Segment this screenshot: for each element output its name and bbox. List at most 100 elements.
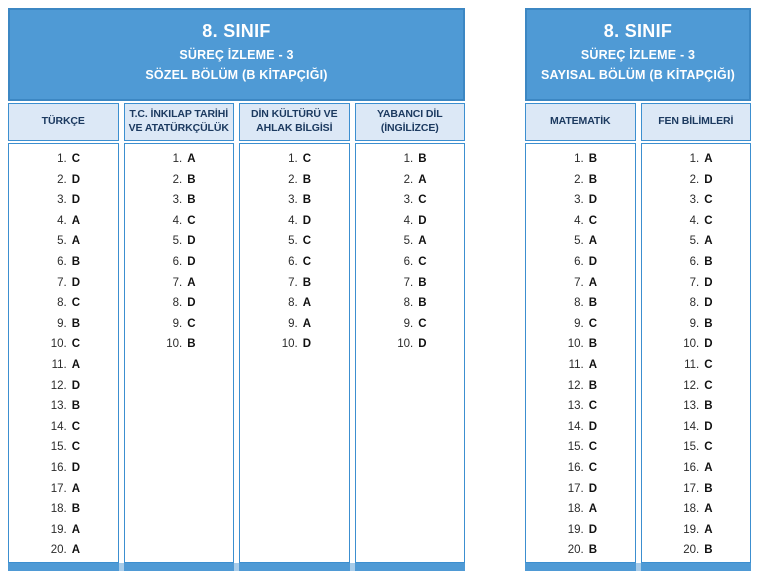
answer-number: 16. (50, 461, 67, 474)
answer-letter: A (418, 173, 427, 186)
answer-letter: A (704, 235, 713, 248)
answer-letter: A (418, 235, 427, 248)
answer-row: 5. A (526, 231, 635, 252)
answer-number: 12. (50, 379, 67, 392)
answer-number: 19. (683, 523, 700, 536)
answer-row: 8. D (125, 293, 234, 314)
answer-letter: C (588, 400, 598, 413)
answer-row: 10. D (240, 334, 349, 355)
answer-grid: TÜRKÇE T.C. İNKILAP TARİHİ VE ATATÜRKÇÜLÜ… (8, 103, 465, 563)
subject-answer-list: 1. A 2. D 3. C 4. C 5. A 6. B 7. D 8. D … (640, 143, 751, 563)
answer-number: 10. (50, 338, 67, 351)
answer-number: 15. (567, 441, 584, 454)
answer-row: 18. A (642, 499, 751, 520)
answer-row: 3. D (9, 190, 118, 211)
answer-number: 5. (689, 235, 700, 248)
answer-number: 4. (57, 214, 67, 227)
answer-row: 6. D (526, 252, 635, 273)
answer-row: 17. A (9, 479, 118, 500)
answer-number: 10. (166, 338, 183, 351)
answer-letter: B (187, 338, 196, 351)
answer-letter: B (588, 153, 598, 165)
answer-row: 19. A (642, 520, 751, 541)
answer-row: 20. B (526, 540, 635, 561)
footer-segment (239, 563, 350, 571)
answer-number: 14. (50, 420, 67, 433)
answer-letter: C (71, 297, 81, 310)
answer-row: 10. B (125, 334, 234, 355)
answer-letter: A (302, 297, 312, 310)
answer-row: 11. A (526, 355, 635, 376)
answer-number: 7. (574, 276, 584, 289)
answer-row: 16. A (642, 458, 751, 479)
panel-subtitle-exam: SÜREÇ İZLEME - 3 (179, 48, 294, 62)
answer-number: 13. (683, 400, 700, 413)
answer-row: 8. A (240, 293, 349, 314)
answer-number: 19. (567, 523, 584, 536)
answer-letter: C (302, 235, 312, 248)
answer-number: 2. (574, 173, 584, 186)
answer-letter: A (71, 482, 81, 495)
answer-letter: C (302, 153, 312, 165)
answer-row: 5. A (642, 231, 751, 252)
subject-answer-list: 1. C 2. D 3. D 4. A 5. A 6. B 7. D 8. C … (8, 143, 119, 563)
answer-number: 3. (288, 194, 298, 207)
answer-row: 7. A (526, 273, 635, 294)
answer-number: 1. (172, 153, 183, 165)
panel-header: 8. SINIF SÜREÇ İZLEME - 3 SAYISAL BÖLÜM … (525, 8, 751, 101)
answer-letter: D (588, 523, 598, 536)
answer-row: 15. C (642, 437, 751, 458)
answer-letter: B (302, 194, 312, 207)
answer-letter: B (71, 255, 81, 268)
answer-row: 1. C (240, 149, 349, 170)
answer-letter: B (418, 276, 427, 289)
answer-letter: B (588, 544, 598, 557)
answer-row: 10. C (9, 334, 118, 355)
answer-number: 4. (574, 214, 584, 227)
answer-number: 10. (683, 338, 700, 351)
answer-row: 9. B (642, 314, 751, 335)
subject-answer-list: 1. A 2. B 3. B 4. C 5. D 6. D 7. A 8. D … (123, 143, 234, 563)
footer-segment (525, 563, 636, 571)
answer-letter: D (71, 276, 81, 289)
answer-letter: C (704, 358, 713, 371)
answer-letter: B (418, 297, 427, 310)
answer-number: 6. (172, 255, 183, 268)
answer-number: 5. (172, 235, 183, 248)
answer-number: 1. (288, 153, 298, 165)
answer-number: 2. (57, 173, 67, 186)
answer-number: 16. (683, 461, 700, 474)
answer-row: 10. D (356, 334, 465, 355)
answer-row: 14. D (642, 417, 751, 438)
answer-row: 17. B (642, 479, 751, 500)
answer-row: 12. B (526, 376, 635, 397)
answer-number: 19. (50, 523, 67, 536)
answer-number: 2. (288, 173, 298, 186)
answer-letter: A (588, 358, 598, 371)
answer-row: 2. B (125, 170, 234, 191)
subject-header: T.C. İNKILAP TARİHİ VE ATATÜRKÇÜLÜK (123, 103, 234, 141)
answer-number: 12. (683, 379, 700, 392)
answer-letter: C (418, 317, 427, 330)
answer-letter: B (704, 400, 713, 413)
answer-letter: B (187, 173, 196, 186)
subject-header: YABANCI DİL (İNGİLİZCE) (354, 103, 465, 141)
answer-number: 20. (567, 544, 584, 557)
answer-letter: C (704, 214, 713, 227)
answer-letter: C (588, 214, 598, 227)
answer-number: 6. (288, 255, 298, 268)
answer-key-panel: 8. SINIF SÜREÇ İZLEME - 3 SAYISAL BÖLÜM … (525, 8, 751, 571)
answer-row: 4. D (356, 211, 465, 232)
answer-number: 1. (403, 153, 414, 165)
answer-number: 8. (57, 297, 67, 310)
answer-number: 8. (574, 297, 584, 310)
answer-letter: D (704, 297, 713, 310)
answer-row: 8. D (642, 293, 751, 314)
answer-row: 15. C (9, 437, 118, 458)
answer-number: 8. (288, 297, 298, 310)
answer-number: 2. (403, 173, 414, 186)
footer-segment (8, 563, 119, 571)
answer-letter: D (588, 255, 598, 268)
answer-row: 2. B (526, 170, 635, 191)
answer-number: 2. (689, 173, 700, 186)
